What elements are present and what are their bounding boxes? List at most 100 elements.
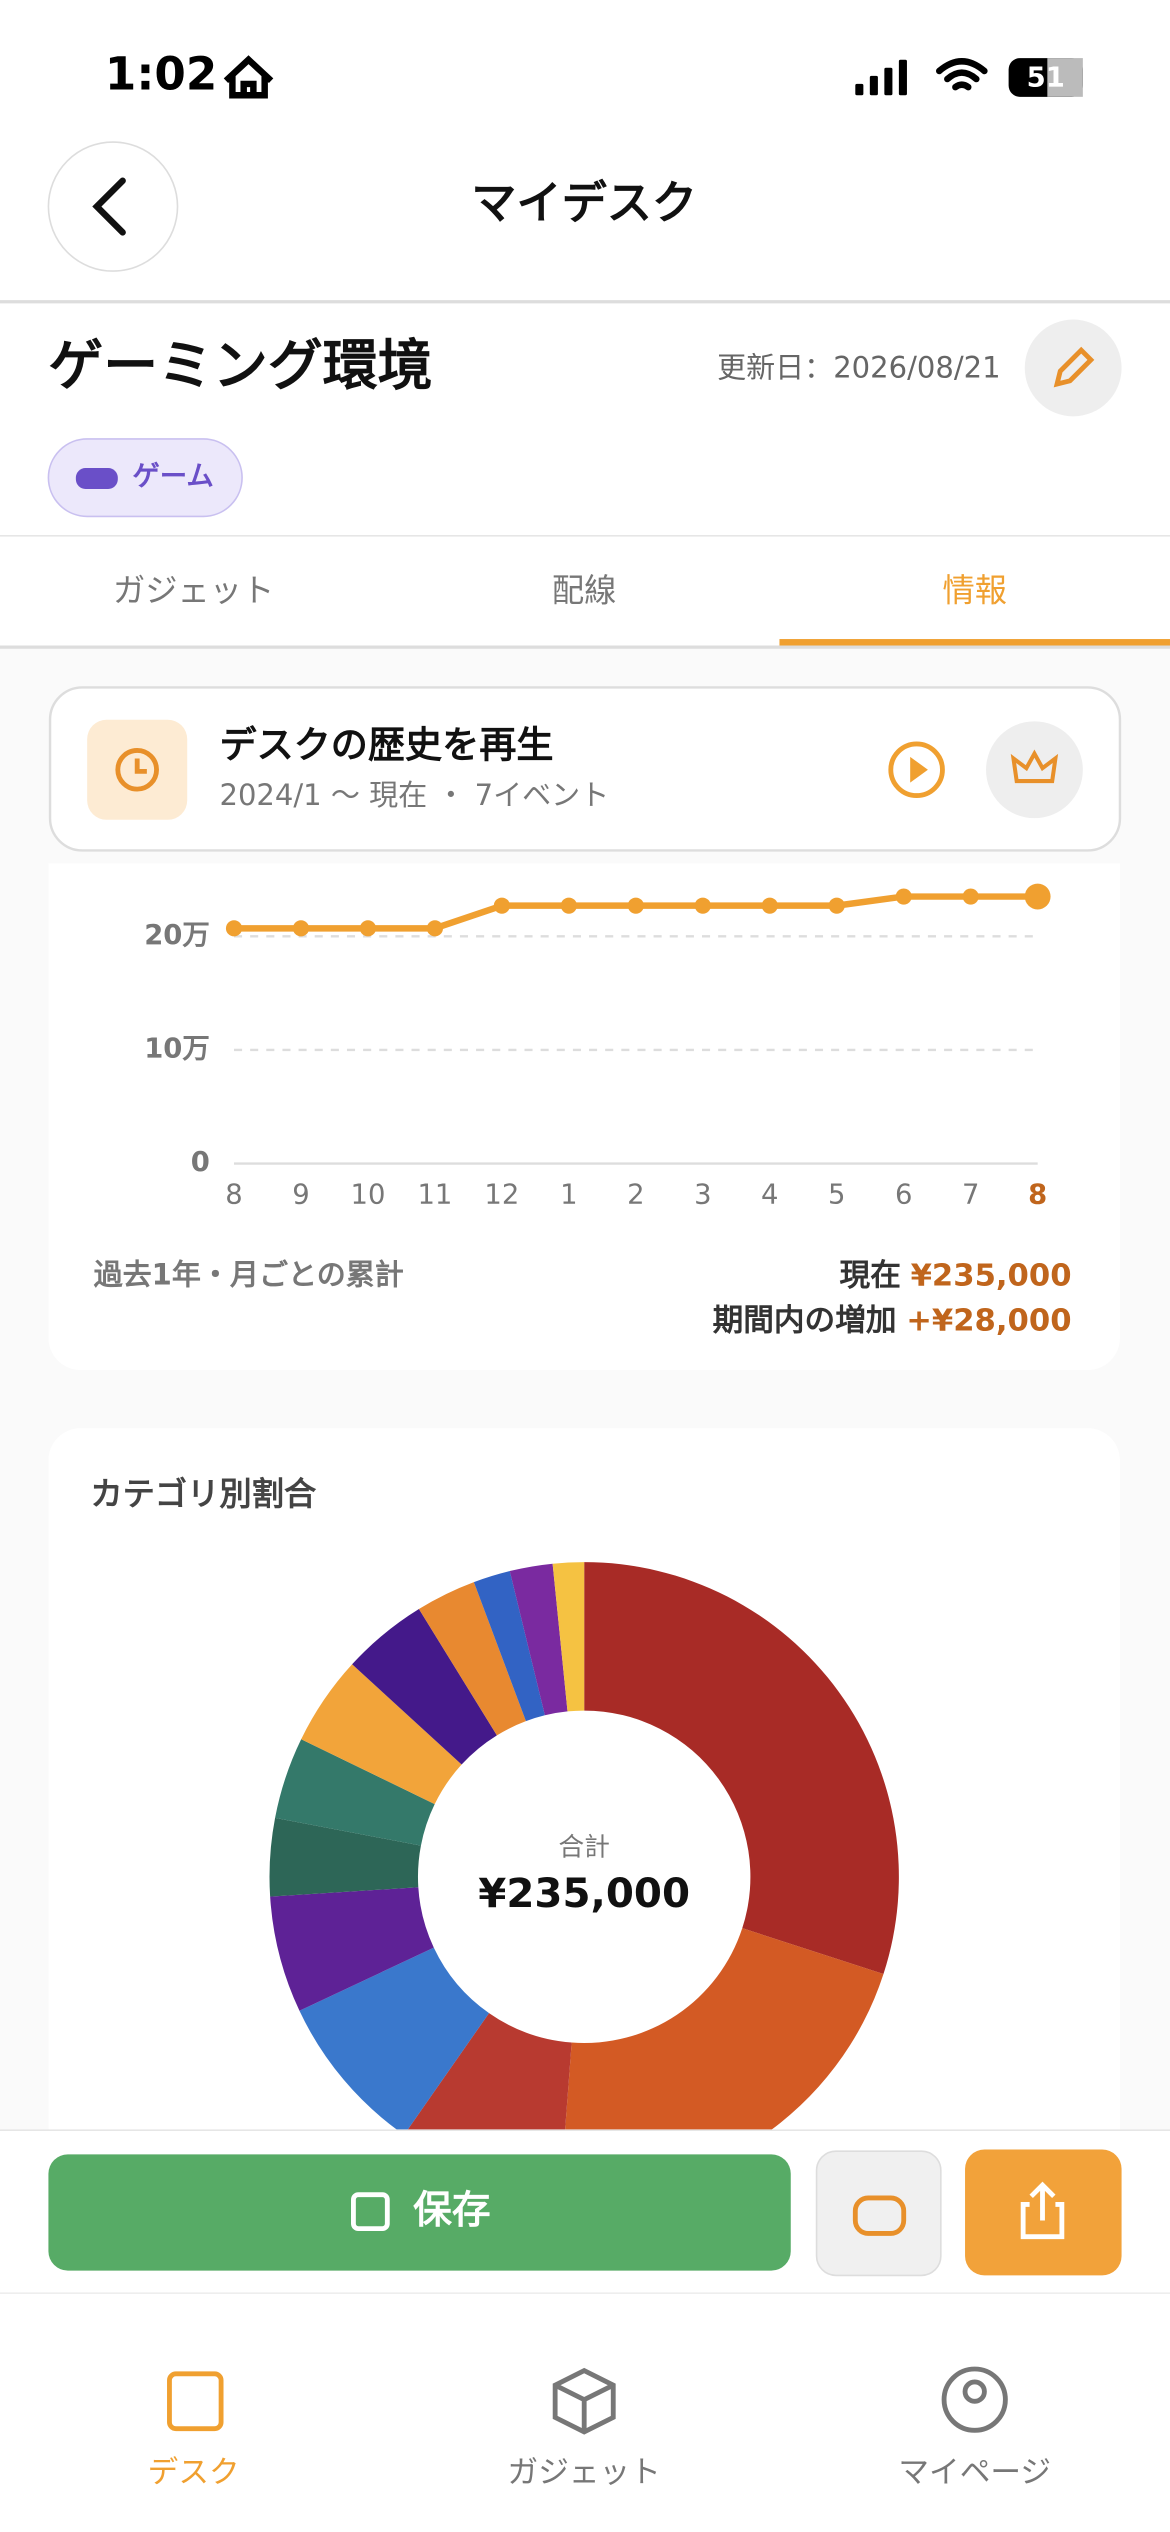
- point: [359, 920, 377, 937]
- increase: 期間内の増加 +¥28,000: [713, 1303, 1072, 1338]
- point: [1024, 883, 1051, 910]
- tag-pill[interactable]: [47, 438, 243, 518]
- share-icon: [1020, 2181, 1065, 2240]
- play-button[interactable]: [888, 741, 945, 799]
- donut-slice: [299, 1947, 490, 2131]
- point: [627, 897, 644, 914]
- tab[interactable]: 配線: [552, 571, 617, 609]
- point: [828, 897, 845, 914]
- wifi-icon: [935, 58, 988, 91]
- current-total: 現在 ¥235,000: [840, 1258, 1072, 1293]
- point: [560, 897, 577, 914]
- history-icon-hands: [134, 758, 147, 774]
- x-tick-label: 12: [484, 1179, 519, 1210]
- desk-icon: [167, 2371, 224, 2432]
- increase-label: 期間内の増加: [713, 1303, 897, 1338]
- x-tick-label: 10: [350, 1179, 385, 1210]
- donut-slice: [270, 1887, 434, 2011]
- point: [493, 897, 510, 914]
- profile-icon: [941, 2366, 1008, 2433]
- donut-slice: [407, 2013, 572, 2131]
- point: [426, 920, 443, 937]
- history-card[interactable]: [48, 686, 1122, 852]
- x-tick-label: 8: [225, 1179, 242, 1210]
- donut-slice: [269, 1817, 421, 1897]
- x-tick-label: 8: [1028, 1179, 1047, 1210]
- updated-date: 更新日：2026/08/21: [717, 351, 1000, 385]
- x-tick-label: 6: [895, 1179, 912, 1210]
- home-icon: [223, 55, 274, 99]
- center-value: ¥235,000: [478, 1870, 690, 1917]
- point: [761, 897, 778, 914]
- donut-slice: [552, 1562, 585, 1712]
- x-tick-label: 1: [560, 1179, 577, 1210]
- gadget-icon: [552, 2367, 616, 2435]
- donut-slice: [584, 1562, 899, 1975]
- play-icon: [910, 756, 928, 783]
- y-tick-label: 20万: [144, 920, 210, 951]
- nav-label-active[interactable]: デスク: [148, 2455, 240, 2490]
- save-button[interactable]: [48, 2154, 791, 2271]
- history-icon: [115, 747, 159, 792]
- nav-label[interactable]: ガジェット: [508, 2455, 661, 2490]
- robot-icon: [852, 2195, 907, 2236]
- point: [694, 897, 711, 914]
- signal-icon: [855, 59, 907, 96]
- history-title: デスクの歴史を再生: [219, 724, 553, 767]
- donut-slice: [565, 1928, 884, 2131]
- line-card: [48, 863, 1120, 1371]
- nav-label[interactable]: マイページ: [898, 2455, 1051, 2490]
- desk-name: ゲーミング環境: [48, 334, 432, 398]
- crown-icon: [1010, 749, 1059, 784]
- gamepad-icon: [75, 467, 118, 489]
- tab-indicator: [779, 639, 1170, 646]
- premium-button[interactable]: [986, 721, 1083, 819]
- edit-icon: [1053, 346, 1095, 388]
- pie-title: カテゴリ別割合: [90, 1475, 317, 1513]
- x-tick-label: 4: [761, 1179, 778, 1210]
- edit-button[interactable]: [1024, 319, 1122, 417]
- history-subtitle: 2024/1 〜 現在 ・ 7イベント: [219, 778, 609, 812]
- time: 1:02: [105, 47, 217, 100]
- donut-slice: [275, 1739, 435, 1846]
- battery-empty: [1047, 58, 1083, 97]
- x-tick-label: 11: [417, 1179, 452, 1210]
- tab[interactable]: ガジェット: [113, 571, 274, 609]
- ai-button[interactable]: [815, 2150, 942, 2277]
- donut-chart: [269, 1562, 899, 2131]
- center-label: 合計: [558, 1832, 610, 1862]
- battery-level: 51: [1027, 63, 1065, 94]
- point: [225, 920, 243, 937]
- donut-slice: [352, 1609, 497, 1765]
- x-tick-label: 3: [694, 1179, 711, 1210]
- current-value: ¥235,000: [911, 1258, 1072, 1293]
- x-tick-label: 5: [828, 1179, 845, 1210]
- point: [962, 888, 979, 905]
- point: [292, 920, 310, 937]
- x-tick-label: 7: [962, 1179, 979, 1210]
- chart-caption: 過去1年・月ごとの累計: [94, 1257, 404, 1291]
- tab-active[interactable]: 情報: [942, 571, 1007, 609]
- x-tick-label: 9: [292, 1179, 309, 1210]
- save-label: 保存: [413, 2188, 490, 2233]
- back-button[interactable]: [47, 141, 179, 272]
- point: [895, 888, 912, 905]
- donut-slice: [418, 1582, 526, 1736]
- y-tick-label: 0: [191, 1147, 210, 1178]
- header-title: マイデスク: [471, 177, 697, 230]
- y-tick-label: 10万: [144, 1033, 210, 1064]
- top-bg: [0, 0, 1170, 648]
- tag-label: ゲーム: [132, 461, 213, 492]
- donut-slice: [509, 1563, 568, 1716]
- profile-head: [962, 2379, 987, 2404]
- save-icon: [351, 2192, 390, 2232]
- donut-slice: [473, 1571, 545, 1722]
- donut-slice: [301, 1664, 462, 1805]
- back-icon: [92, 177, 126, 236]
- increase-value: +¥28,000: [906, 1303, 1071, 1338]
- current-label: 現在: [840, 1258, 901, 1293]
